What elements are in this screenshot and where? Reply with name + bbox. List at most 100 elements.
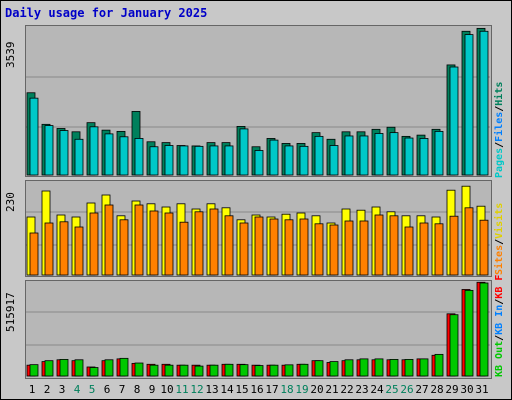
x-tick-label: 31: [475, 383, 489, 396]
x-tick-label: 3: [58, 383, 66, 396]
files-bar: [59, 130, 69, 176]
sites-bar: [89, 212, 99, 276]
kbout-bar: [179, 364, 189, 377]
x-tick-label: 1: [28, 383, 36, 396]
sites-bar: [179, 221, 189, 276]
sites-bar: [359, 220, 369, 276]
kbout-bar: [419, 358, 429, 377]
kbout-bar: [74, 359, 84, 377]
files-bar: [344, 135, 354, 176]
files-bar: [419, 138, 429, 176]
files-bar: [269, 139, 279, 176]
kbout-bar: [59, 359, 69, 377]
x-tick-label: 24: [370, 383, 384, 396]
sites-bar: [149, 210, 159, 276]
x-tick-label: 23: [355, 383, 369, 396]
files-bar: [194, 145, 204, 176]
x-tick-label: 14: [220, 383, 234, 396]
kbout-bar: [299, 363, 309, 377]
kbout-bar: [149, 364, 159, 377]
kbout-bar: [434, 353, 444, 377]
sites-bar: [59, 221, 69, 276]
x-tick-label: 19: [295, 383, 309, 396]
files-bar: [74, 138, 84, 176]
kbout-bar: [479, 282, 489, 377]
sites-bar: [29, 232, 39, 276]
x-tick-label: 2: [43, 383, 51, 396]
files-bar: [464, 34, 474, 176]
x-tick-label: 22: [340, 383, 354, 396]
x-tick-label: 5: [88, 383, 96, 396]
files-bar: [149, 146, 159, 176]
sites-bar: [299, 218, 309, 276]
sites-bar: [479, 219, 489, 276]
kbout-bar: [89, 367, 99, 377]
kbout-bar: [44, 360, 54, 377]
x-tick-label: 25: [385, 383, 399, 396]
files-bar: [254, 150, 264, 176]
sites-bar: [449, 215, 459, 276]
files-bar: [164, 145, 174, 176]
x-tick-label: 6: [103, 383, 111, 396]
kbout-bar: [254, 365, 264, 377]
x-tick-label: 26: [400, 383, 414, 396]
x-tick-label: 17: [265, 383, 279, 396]
files-bar: [284, 145, 294, 176]
kbout-bar: [224, 363, 234, 377]
files-bar: [329, 145, 339, 176]
kbout-bar: [344, 359, 354, 377]
x-tick-label: 12: [190, 383, 204, 396]
files-bar: [104, 133, 114, 176]
kbout-bar: [374, 358, 384, 377]
sites-bar: [254, 216, 264, 276]
chart-title: Daily usage for January 2025: [5, 6, 208, 20]
sites-bar: [194, 211, 204, 276]
kbout-bar: [389, 359, 399, 377]
files-bar: [179, 145, 189, 176]
sites-bar: [389, 215, 399, 276]
files-bar: [239, 128, 249, 176]
kbout-bar: [119, 357, 129, 377]
sites-bar: [464, 207, 474, 276]
files-bar: [29, 97, 39, 176]
sites-bar: [134, 204, 144, 276]
sites-bar: [224, 215, 234, 276]
sites-bar: [119, 219, 129, 276]
kbout-bar: [164, 364, 174, 377]
files-bar: [374, 133, 384, 176]
x-tick-label: 10: [160, 383, 174, 396]
files-bar: [389, 132, 399, 176]
kbout-bar: [29, 364, 39, 377]
sites-bar: [44, 222, 54, 276]
sites-bar: [239, 222, 249, 276]
kbout-bar: [209, 364, 219, 377]
sites-bar: [284, 219, 294, 276]
x-tick-label: 11: [175, 383, 189, 396]
files-bar: [224, 145, 234, 176]
kbout-bar: [329, 361, 339, 377]
x-tick-label: 28: [430, 383, 444, 396]
kbout-bar: [134, 362, 144, 377]
x-tick-label: 27: [415, 383, 429, 396]
sites-bar: [269, 218, 279, 276]
sites-bar: [104, 204, 114, 276]
files-bar: [119, 136, 129, 176]
x-tick-label: 16: [250, 383, 264, 396]
kbout-bar: [194, 365, 204, 377]
sites-bar: [419, 222, 429, 276]
x-tick-label: 20: [310, 383, 324, 396]
files-bar: [479, 30, 489, 176]
sites-bar: [164, 212, 174, 276]
kbout-bar: [239, 364, 249, 377]
kbout-bar: [449, 314, 459, 377]
sites-bar: [404, 226, 414, 276]
sites-bar: [434, 223, 444, 276]
sites-bar: [209, 208, 219, 276]
files-bar: [359, 135, 369, 176]
sites-bar: [374, 214, 384, 276]
kbout-bar: [404, 359, 414, 377]
x-tick-label: 13: [205, 383, 219, 396]
kbout-bar: [464, 289, 474, 377]
sites-bar: [314, 223, 324, 276]
sites-bar: [329, 224, 339, 276]
